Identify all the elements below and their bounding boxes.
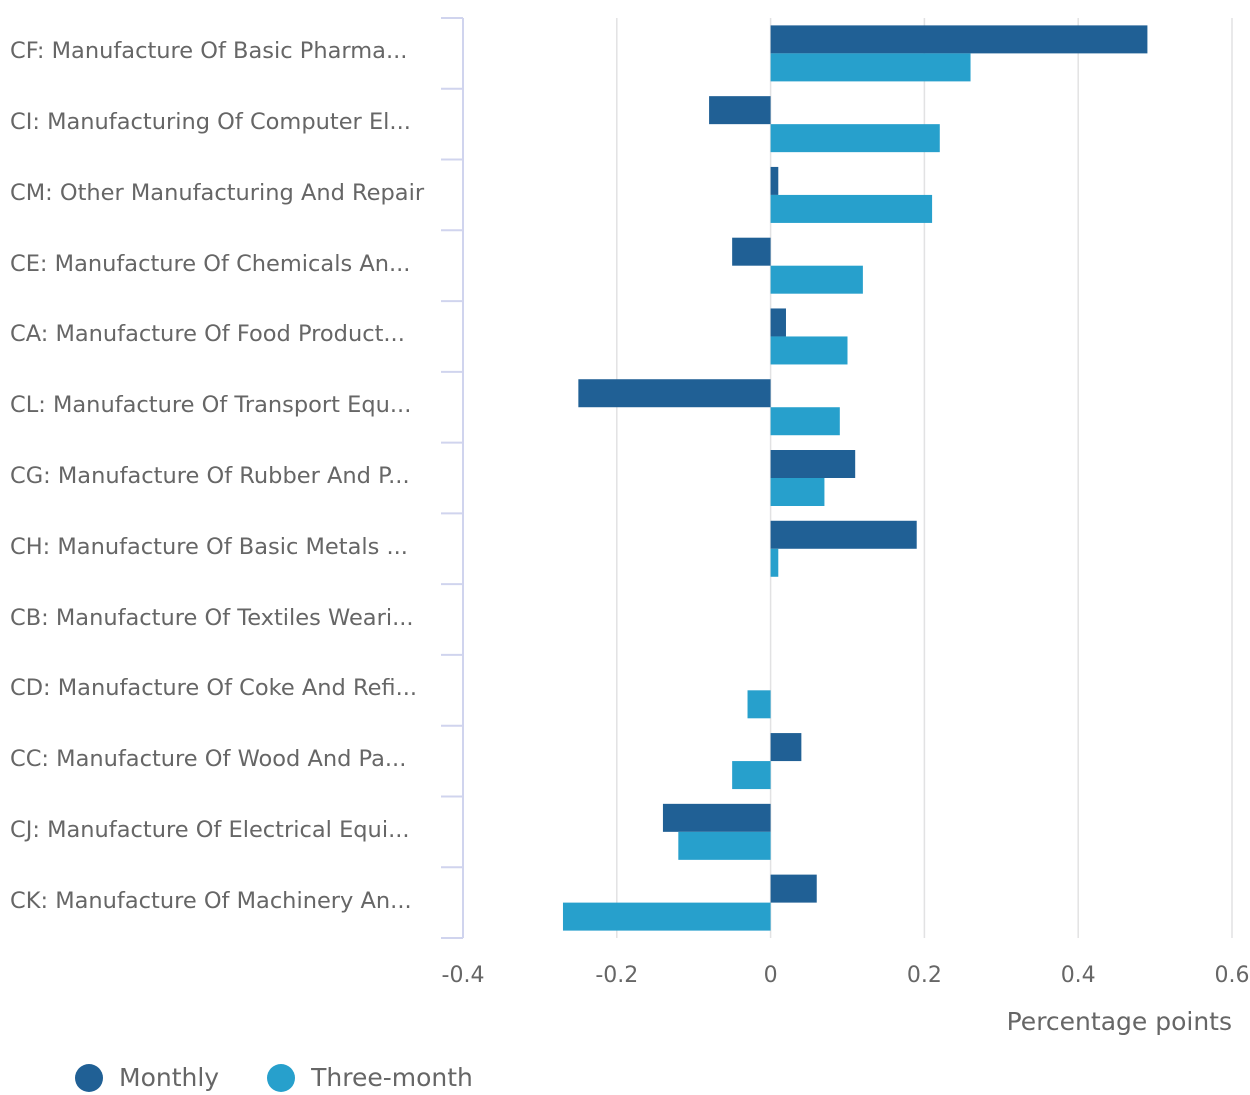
x-tick-label: 0.2 <box>907 963 942 988</box>
x-tick-label: 0.4 <box>1061 963 1096 988</box>
category-label: CI: Manufacturing Of Computer El... <box>10 109 411 136</box>
bar-monthly <box>770 450 856 478</box>
x-tick-label: 0.6 <box>1215 963 1250 988</box>
category-label: CC: Manufacture Of Wood And Pa... <box>10 746 407 773</box>
category-label: CB: Manufacture Of Textiles Weari... <box>10 604 414 631</box>
bar-monthly <box>770 25 1148 54</box>
x-tick-label: 0 <box>764 963 778 988</box>
bar-monthly <box>770 520 917 549</box>
bar-three-month <box>770 407 840 436</box>
bar-monthly <box>578 379 771 408</box>
legend-item-monthly[interactable]: Monthly <box>75 1063 219 1092</box>
bar-three-month <box>562 902 771 931</box>
x-tick-label: -0.4 <box>442 963 485 988</box>
legend-label-monthly: Monthly <box>119 1063 220 1092</box>
bar-three-month <box>770 265 863 294</box>
bar-three-month <box>678 831 771 860</box>
bar-three-month <box>732 761 771 790</box>
bar-monthly <box>770 308 786 337</box>
bar-monthly <box>770 733 802 762</box>
bars <box>562 25 1148 931</box>
x-axis-title: Percentage points <box>1007 1007 1232 1036</box>
bar-monthly <box>770 166 779 195</box>
bar-three-month <box>770 478 825 506</box>
category-label: CF: Manufacture Of Basic Pharma... <box>10 38 408 65</box>
category-label: CJ: Manufacture Of Electrical Equi... <box>10 816 410 843</box>
bar-three-month <box>770 53 971 82</box>
bar-three-month <box>770 194 933 223</box>
category-label: CE: Manufacture Of Chemicals An... <box>10 250 411 277</box>
legend: Monthly Three-month <box>75 1063 521 1092</box>
category-label: CM: Other Manufacturing And Repair <box>10 179 425 206</box>
bar-monthly <box>770 874 817 903</box>
bar-monthly <box>662 803 771 832</box>
category-label: CD: Manufacture Of Coke And Refi... <box>10 675 418 702</box>
bar-three-month <box>770 548 779 577</box>
x-tick-label: -0.2 <box>595 963 638 988</box>
category-label: CL: Manufacture Of Transport Equ... <box>10 392 412 419</box>
bar-three-month <box>770 124 940 153</box>
bar-monthly <box>732 237 771 266</box>
legend-swatch-three-month <box>267 1063 296 1092</box>
bar-monthly <box>709 96 771 125</box>
legend-label-three-month: Three-month <box>311 1063 473 1092</box>
bar-three-month <box>770 336 848 365</box>
gridlines <box>616 18 1233 938</box>
category-label: CA: Manufacture Of Food Product... <box>10 321 405 348</box>
bar-three-month <box>747 690 771 719</box>
category-label: CG: Manufacture Of Rubber And P... <box>10 463 410 489</box>
category-label: CH: Manufacture Of Basic Metals ... <box>10 533 408 560</box>
x-axis-ticks: -0.4 -0.2 0 0.2 0.4 0.6 <box>442 963 1250 988</box>
category-label: CK: Manufacture Of Machinery An... <box>10 887 412 914</box>
legend-swatch-monthly <box>75 1063 103 1092</box>
legend-item-three-month[interactable]: Three-month <box>267 1063 473 1092</box>
category-axis <box>441 17 464 939</box>
